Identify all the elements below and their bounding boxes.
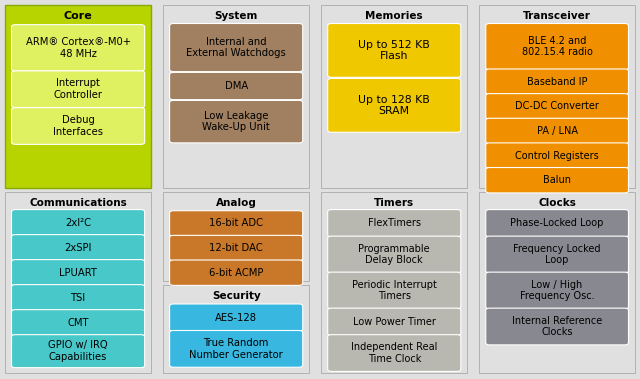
FancyBboxPatch shape: [486, 69, 628, 94]
Text: DMA: DMA: [225, 81, 248, 91]
Text: Programmable
Delay Block: Programmable Delay Block: [358, 244, 430, 265]
FancyBboxPatch shape: [5, 192, 151, 373]
FancyBboxPatch shape: [328, 272, 461, 309]
FancyBboxPatch shape: [479, 192, 635, 373]
Text: Low Leakage
Wake-Up Unit: Low Leakage Wake-Up Unit: [202, 111, 270, 132]
FancyBboxPatch shape: [328, 23, 461, 77]
Text: Low / High
Frequency Osc.: Low / High Frequency Osc.: [520, 280, 595, 301]
FancyBboxPatch shape: [486, 272, 628, 309]
Text: Control Registers: Control Registers: [515, 150, 599, 161]
FancyBboxPatch shape: [170, 330, 303, 367]
FancyBboxPatch shape: [486, 308, 628, 345]
Text: Core: Core: [64, 11, 92, 20]
FancyBboxPatch shape: [479, 5, 635, 188]
Text: Periodic Interrupt
Timers: Periodic Interrupt Timers: [352, 280, 436, 301]
Text: Balun: Balun: [543, 175, 571, 185]
Text: Frequency Locked
Loop: Frequency Locked Loop: [513, 244, 601, 265]
FancyBboxPatch shape: [328, 236, 461, 273]
Text: FlexTimers: FlexTimers: [368, 218, 420, 228]
Text: CMT: CMT: [67, 318, 89, 328]
Text: AES-128: AES-128: [215, 313, 257, 323]
Text: Memories: Memories: [365, 11, 423, 20]
Text: Clocks: Clocks: [538, 198, 576, 208]
Text: 12-bit DAC: 12-bit DAC: [209, 243, 263, 253]
FancyBboxPatch shape: [328, 78, 461, 132]
Text: Debug
Interfaces: Debug Interfaces: [53, 115, 103, 137]
Text: 2xI²C: 2xI²C: [65, 218, 91, 228]
FancyBboxPatch shape: [321, 5, 467, 188]
Text: GPIO w/ IRQ
Capabilities: GPIO w/ IRQ Capabilities: [48, 340, 108, 362]
Text: Independent Real
Time Clock: Independent Real Time Clock: [351, 342, 437, 364]
Text: Timers: Timers: [374, 198, 414, 208]
Text: BLE 4.2 and
802.15.4 radio: BLE 4.2 and 802.15.4 radio: [522, 36, 593, 57]
FancyBboxPatch shape: [486, 210, 628, 237]
FancyBboxPatch shape: [170, 304, 303, 331]
FancyBboxPatch shape: [486, 143, 628, 168]
Text: Analog: Analog: [216, 198, 257, 208]
FancyBboxPatch shape: [328, 308, 461, 335]
FancyBboxPatch shape: [170, 211, 303, 236]
FancyBboxPatch shape: [486, 23, 628, 70]
Text: Up to 512 KB
Flash: Up to 512 KB Flash: [358, 40, 430, 61]
FancyBboxPatch shape: [170, 100, 303, 143]
Text: Interrupt
Controller: Interrupt Controller: [54, 78, 102, 100]
Text: Security: Security: [212, 291, 260, 301]
FancyBboxPatch shape: [12, 285, 145, 311]
FancyBboxPatch shape: [12, 335, 145, 368]
Text: Up to 128 KB
SRAM: Up to 128 KB SRAM: [358, 95, 430, 116]
Text: TSI: TSI: [70, 293, 86, 303]
Text: True Random
Number Generator: True Random Number Generator: [189, 338, 283, 360]
FancyBboxPatch shape: [163, 5, 309, 188]
FancyBboxPatch shape: [170, 235, 303, 261]
Text: System: System: [214, 11, 258, 20]
FancyBboxPatch shape: [12, 108, 145, 144]
Text: PA / LNA: PA / LNA: [536, 126, 578, 136]
Text: Internal Reference
Clocks: Internal Reference Clocks: [512, 316, 602, 337]
Text: Communications: Communications: [29, 198, 127, 208]
Text: Phase-Locked Loop: Phase-Locked Loop: [511, 218, 604, 228]
Text: 16-bit ADC: 16-bit ADC: [209, 218, 263, 229]
FancyBboxPatch shape: [12, 71, 145, 108]
Text: Internal and
External Watchdogs: Internal and External Watchdogs: [186, 37, 286, 58]
FancyBboxPatch shape: [321, 192, 467, 373]
FancyBboxPatch shape: [163, 192, 309, 281]
FancyBboxPatch shape: [486, 118, 628, 144]
FancyBboxPatch shape: [486, 236, 628, 273]
FancyBboxPatch shape: [328, 335, 461, 371]
FancyBboxPatch shape: [328, 210, 461, 237]
FancyBboxPatch shape: [12, 210, 145, 236]
Text: Low Power Timer: Low Power Timer: [353, 317, 436, 327]
Text: DC-DC Converter: DC-DC Converter: [515, 101, 599, 111]
Text: 6-bit ACMP: 6-bit ACMP: [209, 268, 263, 278]
FancyBboxPatch shape: [170, 260, 303, 285]
FancyBboxPatch shape: [486, 168, 628, 193]
FancyBboxPatch shape: [12, 25, 145, 71]
Text: Transceiver: Transceiver: [523, 11, 591, 20]
FancyBboxPatch shape: [12, 310, 145, 336]
FancyBboxPatch shape: [163, 285, 309, 373]
FancyBboxPatch shape: [170, 23, 303, 72]
FancyBboxPatch shape: [486, 94, 628, 119]
FancyBboxPatch shape: [170, 72, 303, 100]
FancyBboxPatch shape: [12, 235, 145, 261]
Text: ARM® Cortex®-M0+
48 MHz: ARM® Cortex®-M0+ 48 MHz: [26, 37, 131, 58]
Text: 2xSPI: 2xSPI: [65, 243, 92, 253]
Text: Baseband IP: Baseband IP: [527, 77, 588, 87]
FancyBboxPatch shape: [5, 5, 151, 188]
Text: LPUART: LPUART: [59, 268, 97, 278]
FancyBboxPatch shape: [12, 260, 145, 286]
